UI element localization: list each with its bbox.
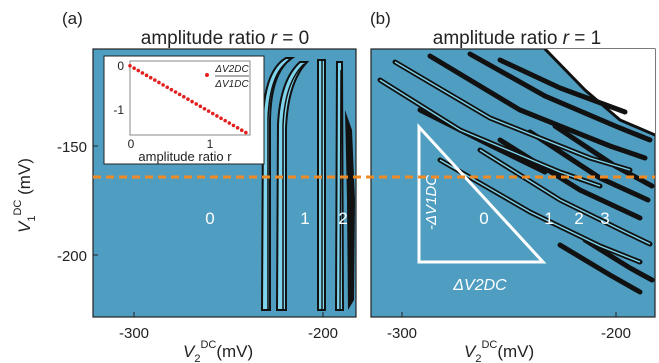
y-axis-label: V1DC (mV) <box>12 158 38 233</box>
transition-line-a-1 <box>282 63 305 310</box>
region-label-b-2: 2 <box>574 209 583 228</box>
inset-data-point <box>210 111 215 116</box>
transition-band-a-1 <box>275 61 310 311</box>
x-tick-a-0: -300 <box>119 325 149 342</box>
inset-data-point <box>132 66 136 70</box>
inset-data-point <box>239 128 244 133</box>
inset-data-point <box>198 104 203 109</box>
transition-line-b-11 <box>557 242 643 295</box>
x-axis-label-b: V2DC(mV) <box>464 339 534 363</box>
region-label-b-3: 3 <box>600 209 609 228</box>
transition-line-a-3 <box>339 69 342 311</box>
inset-data-point <box>136 68 141 73</box>
inset-data-point <box>235 126 240 130</box>
inset-data-point <box>153 78 157 82</box>
inset: 0 -1 0 1 amplitude ratio r ΔV2DC ΔV1DC <box>103 55 265 165</box>
triangle-vertical-label: -ΔV1DC <box>423 175 440 230</box>
region-label-a-2: 2 <box>338 209 347 228</box>
inset-data-point <box>227 121 232 125</box>
inset-data-point <box>165 85 170 90</box>
panel-b: -ΔV1DC ΔV2DC 0 1 2 3 (b) amplitude ratio… <box>370 9 656 342</box>
inset-data-point <box>177 92 182 97</box>
inset-y-tick-0: 0 <box>117 59 124 73</box>
inset-data-point <box>173 90 178 94</box>
transition-line-b-10 <box>417 107 548 175</box>
panel-a-label: (a) <box>62 9 83 28</box>
inset-data-point <box>223 118 227 123</box>
triangle-annotation <box>417 123 547 264</box>
panel-b-transition-lines <box>377 49 655 295</box>
inset-xlabel: amplitude ratio r <box>138 149 232 164</box>
inset-data-point <box>157 80 161 85</box>
inset-data-point <box>194 102 199 106</box>
transition-line-b-3 <box>467 51 653 143</box>
inset-legend-denominator: ΔV1DC <box>214 79 249 90</box>
inset-data-point <box>144 73 149 78</box>
x-tick-b-0: -300 <box>387 325 417 342</box>
inset-background <box>103 55 265 165</box>
transition-band-a-0 <box>260 57 296 311</box>
region-label-a-1: 1 <box>300 209 309 228</box>
region-label-b-1: 1 <box>544 209 553 228</box>
inset-points <box>128 63 248 135</box>
inset-data-point <box>190 99 194 104</box>
transition-line-b-12 <box>582 237 655 283</box>
region-label-b-0: 0 <box>479 209 488 228</box>
panel-b-white-region <box>545 49 655 135</box>
inset-plot-area <box>129 60 251 136</box>
panel-a-title: amplitude ratio r = 0 <box>141 28 309 49</box>
inset-data-point <box>231 123 236 128</box>
transition-line-a-0 <box>267 59 291 310</box>
inset-data-point <box>128 63 132 68</box>
panel-a-y-ticks: -150 -200 <box>57 139 98 265</box>
triangle-horizontal-label: ΔV2DC <box>452 277 507 294</box>
inset-legend-numerator: ΔV2DC <box>214 64 249 75</box>
inset-data-point <box>161 83 165 87</box>
x-tick-a-1: -200 <box>308 325 338 342</box>
inset-data-point <box>206 109 211 113</box>
transition-edge-a <box>345 110 355 310</box>
panel-b-title: amplitude ratio r = 1 <box>433 28 601 49</box>
inset-data-point <box>244 130 248 135</box>
panel-a-transition-lines <box>260 57 355 311</box>
inset-data-point <box>202 106 207 111</box>
inset-y-tick-1: -1 <box>113 103 124 117</box>
panel-b-label: (b) <box>370 9 391 28</box>
inset-data-point <box>169 87 174 92</box>
inset-x-tick-0: 0 <box>128 137 135 151</box>
inset-data-point <box>181 95 186 99</box>
transition-line-b-2 <box>427 53 648 161</box>
y-axis-unit: (mV) <box>15 158 34 200</box>
region-label-a-0: 0 <box>205 209 214 228</box>
inset-legend-marker <box>205 73 209 77</box>
x-axis-label-a: V2DC(mV) <box>183 339 253 363</box>
panel-b-x-ticks: -300 -200 <box>387 312 631 342</box>
y-tick-a-0: -150 <box>57 139 87 156</box>
transition-line-b-4 <box>497 57 628 115</box>
y-tick-a-1: -200 <box>57 248 87 265</box>
inset-data-point <box>215 114 219 118</box>
transition-line-b-7 <box>497 137 643 221</box>
inset-data-point <box>140 71 145 75</box>
inset-data-point <box>186 97 190 101</box>
inset-data-point <box>219 116 223 121</box>
panel-a-x-ticks: -300 -200 <box>119 312 338 342</box>
inset-x-tick-1: 1 <box>207 137 214 151</box>
x-tick-b-1: -200 <box>601 325 631 342</box>
inset-data-point <box>148 75 153 80</box>
